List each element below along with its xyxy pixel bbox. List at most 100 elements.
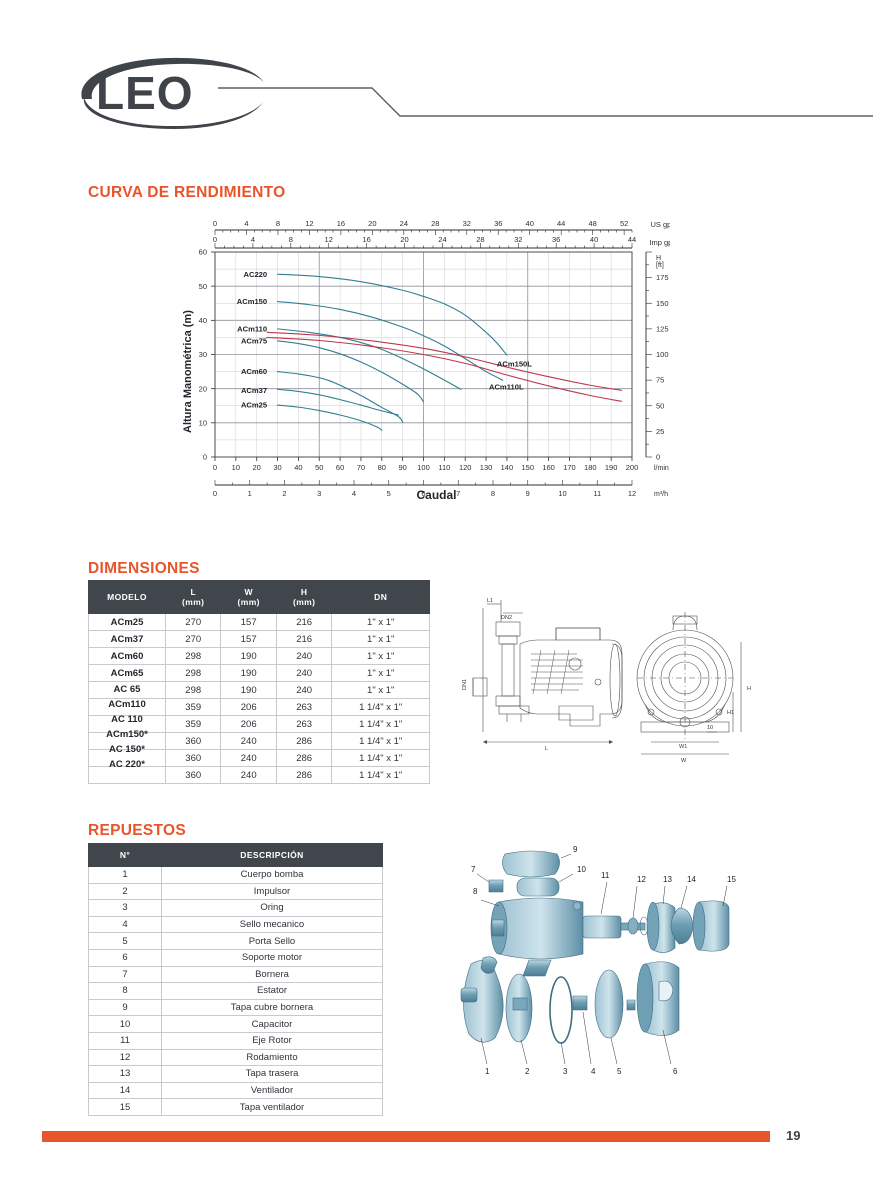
table-row: AC 220* 360 240 286 1 1/4" x 1" [88,759,430,784]
svg-text:0: 0 [213,489,217,498]
callout-15: 15 [727,875,736,884]
svg-text:130: 130 [480,463,493,472]
svg-text:12: 12 [325,235,333,244]
dim-cell-DN: 1 1/4" x 1" [331,698,430,716]
table-row: 8 Estator [88,982,383,1000]
svg-text:ACm110: ACm110 [237,324,267,333]
svg-text:DN1: DN1 [462,679,468,690]
svg-text:2: 2 [282,489,286,498]
svg-text:30: 30 [199,350,207,359]
svg-text:ACm150L: ACm150L [497,360,532,369]
svg-text:200: 200 [626,463,639,472]
rep-cell-description: Ventilador [161,1081,383,1100]
svg-text:190: 190 [605,463,618,472]
table-row: 5 Porta Sello [88,932,383,950]
svg-text:150: 150 [656,299,669,308]
svg-text:l/min: l/min [654,465,669,472]
svg-text:32: 32 [463,219,471,228]
dim-cell-H: 216 [275,613,333,631]
dim-cell-W: 240 [220,732,277,750]
svg-text:0: 0 [203,453,207,462]
svg-text:40: 40 [526,219,534,228]
dim-cell-model: ACm110 [88,698,166,716]
svg-text:H: H [656,255,661,262]
svg-text:40: 40 [294,463,302,472]
svg-text:24: 24 [400,219,408,228]
svg-text:60: 60 [199,248,207,257]
dimensions-table: MODELO L (mm) W (mm) H (mm) DN ACm25 270 157 216 1"… [88,580,430,784]
svg-text:16: 16 [337,219,345,228]
svg-text:10: 10 [232,463,240,472]
svg-text:20: 20 [368,219,376,228]
section-title-repuestos: REPUESTOS [88,822,187,839]
dim-cell-H: 240 [275,647,333,665]
svg-text:5: 5 [387,489,391,498]
svg-text:100: 100 [656,350,669,359]
dim-cell-model: AC 65 [88,681,166,699]
rep-cell-number: 5 [88,932,162,950]
svg-text:0: 0 [213,235,217,244]
header-divider-line [200,85,873,135]
dim-cell-L: 298 [164,664,222,682]
rep-cell-description: Rodamiento [161,1048,383,1067]
rep-cell-number: 15 [88,1098,162,1116]
svg-text:H1: H1 [727,710,734,716]
dim-cell-W: 206 [220,715,277,733]
svg-text:175: 175 [656,273,669,282]
rep-cell-number: 13 [88,1065,162,1083]
dim-col-header-0: MODELO [88,580,166,614]
svg-text:4: 4 [352,489,356,498]
callout-5: 5 [617,1067,622,1076]
rep-cell-number: 7 [88,965,162,984]
svg-text:80: 80 [378,463,386,472]
callout-13: 13 [663,875,672,884]
svg-text:170: 170 [563,463,576,472]
dim-cell-W: 157 [220,630,277,648]
svg-text:W: W [681,758,687,764]
dim-cell-DN: 1" x 1" [331,681,430,699]
table-row: AC 65 298 190 240 1" x 1" [88,681,430,699]
section-title-dimensiones: DIMENSIONES [88,560,200,577]
rep-cell-description: Estator [161,982,383,1000]
rep-cell-description: Oring [161,899,383,917]
svg-text:44: 44 [557,219,565,228]
dim-cell-L: 360 [164,732,222,750]
table-row: ACm60 298 190 240 1" x 1" [88,647,430,665]
dim-cell-DN: 1" x 1" [331,664,430,682]
rep-cell-description: Tapa trasera [161,1065,383,1083]
table-row: 6 Soporte motor [88,948,383,967]
section-title-curva: CURVA DE RENDIMIENTO [88,184,286,201]
svg-text:AC220: AC220 [243,270,267,279]
rep-cell-description: Soporte motor [161,948,383,967]
table-row: 13 Tapa trasera [88,1065,383,1083]
footer-accent-bar [42,1131,770,1142]
rep-cell-description: Eje Rotor [161,1031,383,1050]
table-row: 10 Capacitor [88,1015,383,1033]
svg-text:m³/h: m³/h [654,491,668,498]
svg-text:110: 110 [438,463,450,472]
table-header-row: N° DESCRIPCIÓN [88,843,383,867]
rep-cell-number: 9 [88,998,162,1017]
dim-cell-L: 270 [164,613,222,631]
table-row: ACm37 270 157 216 1" x 1" [88,630,430,648]
table-row: 15 Tapa ventilador [88,1098,383,1116]
callout-6: 6 [673,1067,678,1076]
dim-cell-H: 216 [275,630,333,648]
dim-cell-model: ACm60 [88,647,166,665]
svg-text:ACm37: ACm37 [241,386,267,395]
rep-col-header-1: DESCRIPCIÓN [161,843,383,867]
svg-text:32: 32 [514,235,522,244]
svg-text:70: 70 [357,463,365,472]
svg-text:20: 20 [199,384,207,393]
dim-cell-L: 359 [164,698,222,716]
svg-text:36: 36 [494,219,502,228]
callout-3: 3 [563,1067,568,1076]
svg-text:60: 60 [336,463,344,472]
dim-cell-DN: 1 1/4" x 1" [331,732,430,750]
dim-cell-model: ACm25 [88,613,166,631]
callout-1: 1 [485,1067,490,1076]
svg-text:28: 28 [431,219,439,228]
callout-9: 9 [573,845,578,854]
svg-text:44: 44 [628,235,636,244]
